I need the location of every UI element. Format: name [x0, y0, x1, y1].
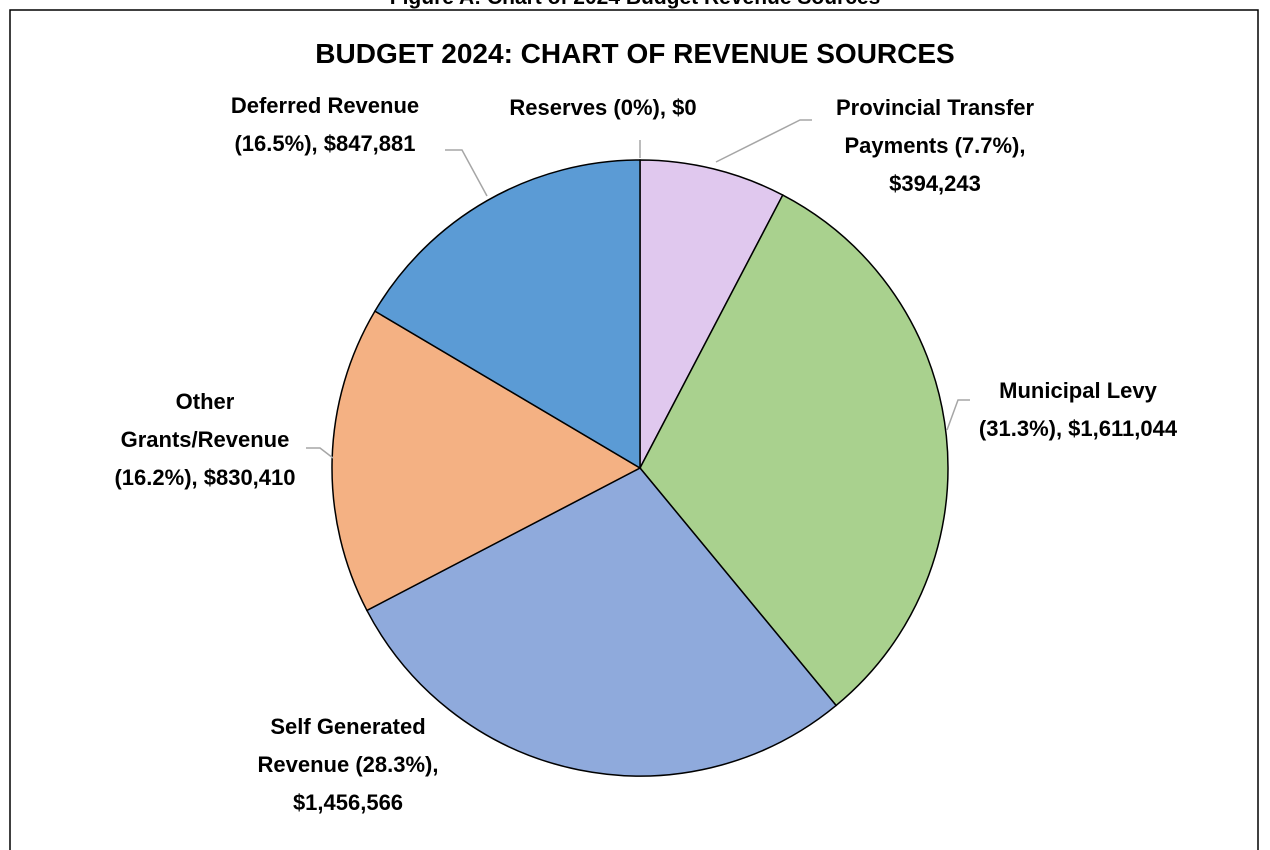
leader-line — [445, 149, 488, 197]
pie-slice — [373, 159, 641, 470]
slice-label: Provincial Transfer Payments (7.7%), $39… — [815, 89, 1055, 203]
caption: Figure A: Chart of 2024 Budget Revenue S… — [0, 0, 1270, 10]
leader-line — [946, 399, 970, 431]
slice-label: Self Generated Revenue (28.3%), $1,456,5… — [223, 708, 473, 822]
slice-label: Reserves (0%), $0 — [443, 89, 763, 127]
category-label: Other Grants/Revenue — [120, 389, 290, 452]
category-label: Self Generated Revenue — [257, 714, 426, 777]
pie-slice — [365, 467, 838, 777]
pie — [331, 159, 949, 777]
category-label: Deferred Revenue — [230, 93, 420, 118]
leader-line — [306, 447, 334, 459]
chart-border — [9, 9, 1259, 850]
leader-lines — [306, 119, 970, 459]
slice-label: Other Grants/Revenue (16.2%), $830,410 — [110, 383, 300, 497]
value-label: (16.5%), $847,881 — [234, 131, 416, 156]
value-label: (0%), $0 — [613, 95, 697, 120]
pie-slice — [331, 310, 642, 612]
category-label: Reserves — [509, 95, 608, 120]
value-label: (16.2%), $830,410 — [114, 465, 296, 490]
category-label: Provincial Transfer Payments — [835, 95, 1035, 158]
value-label: (7.7%), $394,243 — [889, 133, 1026, 196]
slice-label: Municipal Levy (31.3%), $1,611,044 — [968, 372, 1188, 448]
slice-label: Deferred Revenue (16.5%), $847,881 — [200, 87, 450, 163]
value-label: (31.3%), $1,611,044 — [978, 416, 1178, 441]
pie-slice — [639, 159, 784, 469]
value-label: (28.3%), $1,456,566 — [292, 752, 439, 815]
category-label: Municipal Levy — [999, 378, 1157, 403]
chart-title: BUDGET 2024: CHART OF REVENUE SOURCES — [315, 38, 955, 69]
leader-line — [715, 119, 812, 163]
pie-slice — [639, 194, 949, 707]
